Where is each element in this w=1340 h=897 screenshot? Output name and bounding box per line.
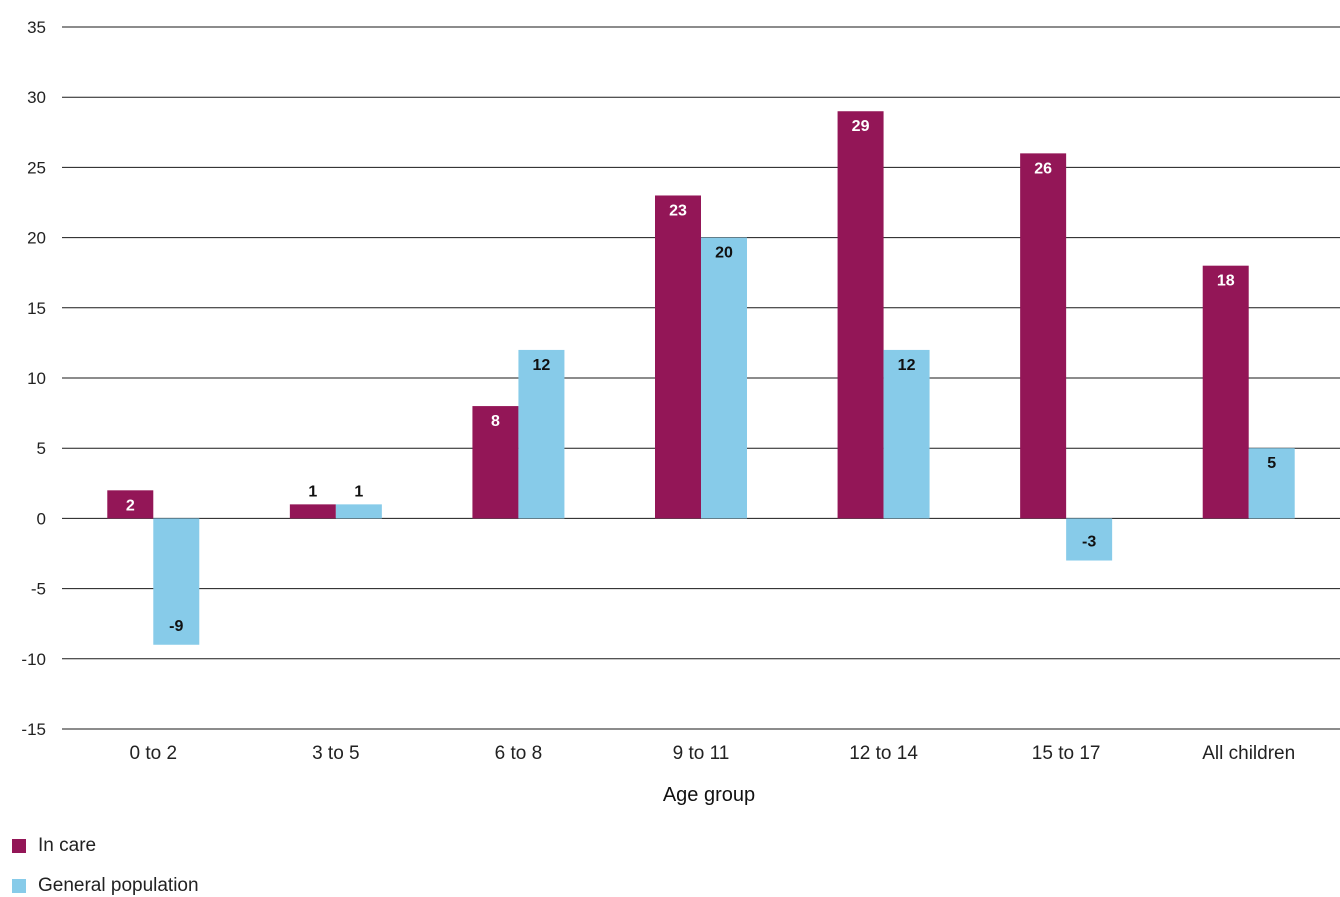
legend-swatch-in-care [12, 839, 26, 853]
y-tick-label: -10 [21, 650, 46, 669]
bar-general-population-0-to-2 [153, 518, 200, 645]
data-label-general-population-all-children: 5 [1267, 455, 1276, 472]
legend-swatch-general-population [12, 879, 26, 893]
x-axis-title: Age group [663, 784, 755, 806]
data-label-general-population-12-to-14: 12 [898, 357, 916, 374]
bar-in-care-3-to-5 [289, 504, 336, 519]
x-tick-label: 9 to 11 [673, 743, 730, 764]
x-tick-label: 15 to 17 [1032, 743, 1101, 764]
bar-general-population-3-to-5 [335, 504, 382, 519]
bar-general-population-all-children [1248, 448, 1295, 519]
x-tick-label: All children [1202, 743, 1295, 764]
y-axis-ticks: -15 -10 -5 0 5 10 15 20 25 30 35 [21, 18, 46, 739]
data-label-general-population-0-to-2: -9 [169, 618, 183, 635]
data-label-general-population-6-to-8: 12 [533, 357, 551, 374]
data-label-in-care-12-to-14: 29 [852, 118, 870, 135]
bar-in-care-0-to-2 [107, 490, 154, 519]
y-tick-label: 5 [37, 439, 46, 458]
x-tick-label: 12 to 14 [849, 743, 918, 764]
bar-general-population-15-to-17 [1066, 518, 1113, 561]
bar-in-care-all-children [1202, 265, 1249, 519]
x-tick-label: 0 to 2 [130, 743, 178, 764]
y-tick-label: 25 [27, 158, 46, 177]
x-tick-label: 3 to 5 [312, 743, 360, 764]
x-axis-ticks: 0 to 2 3 to 5 6 to 8 9 to 11 12 to 14 15 to 1… [130, 743, 1296, 764]
bar-general-population-12-to-14 [883, 349, 930, 519]
legend-item-in-care: In care [12, 835, 96, 857]
data-label-general-population-9-to-11: 20 [715, 245, 733, 262]
data-label-in-care-15-to-17: 26 [1034, 160, 1052, 177]
data-label-in-care-0-to-2: 2 [126, 497, 135, 514]
data-label-general-population-15-to-17: -3 [1082, 534, 1096, 551]
bar-in-care-9-to-11 [655, 195, 701, 519]
data-label-in-care-3-to-5: 1 [308, 483, 317, 500]
y-tick-label: 15 [27, 299, 46, 318]
data-label-general-population-3-to-5: 1 [354, 483, 363, 500]
data-label-in-care-9-to-11: 23 [669, 202, 687, 219]
y-tick-label: 30 [27, 88, 46, 107]
y-tick-label: 35 [27, 18, 46, 37]
bar-general-population-9-to-11 [701, 237, 747, 519]
bar-in-care-12-to-14 [837, 111, 884, 519]
y-tick-label: -15 [21, 720, 46, 739]
y-tick-label: 20 [27, 229, 46, 248]
legend-item-general-population: General population [12, 875, 199, 897]
y-tick-label: 0 [37, 509, 46, 528]
y-tick-label: -5 [31, 580, 46, 599]
legend-label-general-population: General population [38, 875, 199, 896]
bar-in-care-15-to-17 [1020, 153, 1067, 519]
x-tick-label: 6 to 8 [495, 743, 543, 764]
legend-label-in-care: In care [38, 835, 97, 856]
bars [107, 111, 1295, 645]
bar-in-care-6-to-8 [472, 406, 519, 519]
data-label-in-care-all-children: 18 [1217, 273, 1235, 290]
y-tick-label: 10 [27, 369, 46, 388]
data-label-in-care-6-to-8: 8 [491, 413, 500, 430]
bar-general-population-6-to-8 [518, 349, 565, 519]
